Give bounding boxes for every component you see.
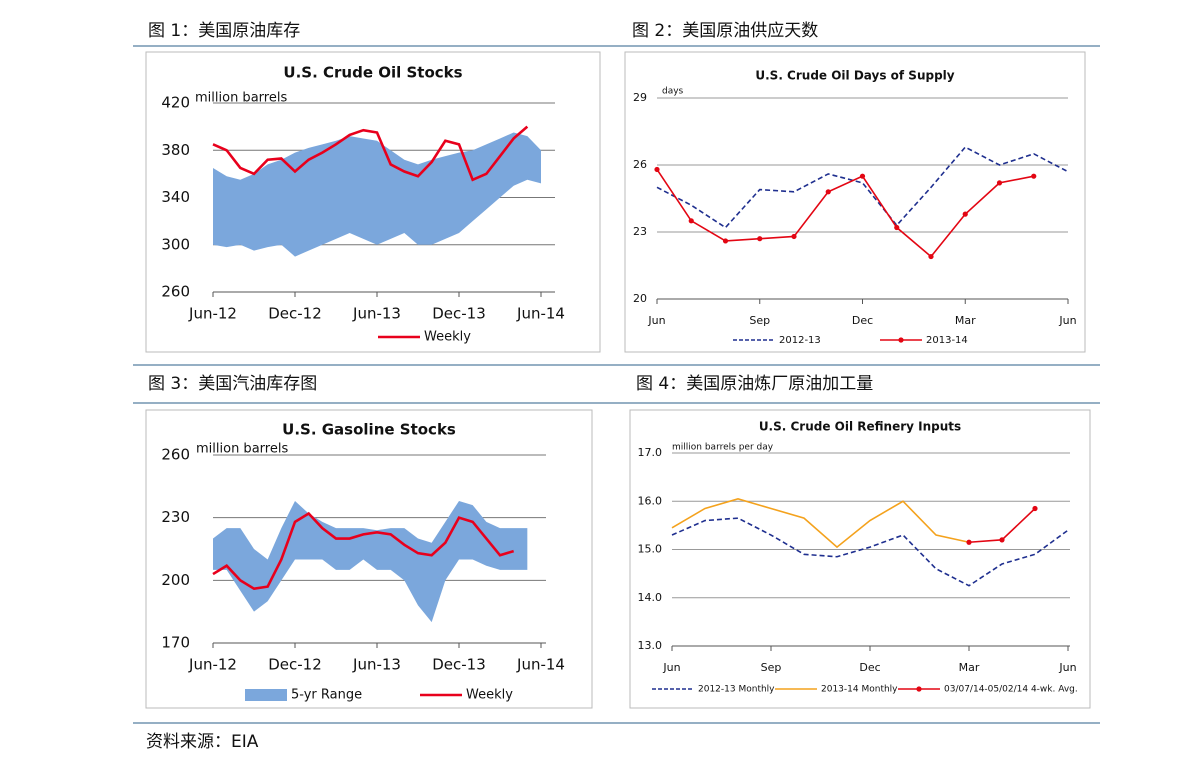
point [962, 211, 968, 217]
caption: 图 1：美国原油库存 [148, 21, 300, 41]
caption: 图 2：美国原油供应天数 [632, 21, 818, 41]
y-tick-label: 170 [161, 634, 190, 652]
x-tick-label: Jun-12 [188, 656, 237, 674]
series-line [671, 517, 1069, 587]
y-axis-title: million barrels [196, 442, 288, 457]
chart-title: U.S. Crude Oil Days of Supply [755, 69, 954, 83]
point [654, 166, 660, 173]
x-tick-label: Dec-13 [432, 305, 486, 323]
series-line [656, 146, 1069, 229]
y-tick-label: 16.0 [638, 494, 663, 507]
series-line [212, 125, 529, 182]
legend-label: Weekly [466, 688, 513, 703]
x-tick-label: Dec-12 [268, 305, 322, 323]
legend-label: 03/07/14-05/02/14 4-wk. Avg. [944, 685, 1078, 695]
legend-marker [916, 686, 922, 692]
y-tick-label: 15.0 [638, 543, 663, 556]
point [825, 189, 831, 195]
x-tick-label: Jun [1058, 314, 1076, 327]
y-tick-label: 300 [161, 235, 190, 253]
chart-frame [624, 51, 1086, 353]
y-axis-title: million barrels [195, 91, 287, 106]
x-tick-label: Jun [1058, 661, 1076, 674]
y-tick-label: 13.0 [638, 639, 663, 652]
y-tick-label: 260 [161, 283, 190, 301]
y-axis-title: million barrels per day [672, 443, 774, 453]
y-tick-label: 23 [633, 225, 647, 238]
caption: 图 4：美国原油炼厂原油加工量 [636, 374, 873, 394]
x-tick-label: Dec [859, 661, 880, 674]
point [722, 238, 729, 244]
x-tick-label: Mar [955, 314, 976, 327]
point [999, 537, 1005, 543]
legend-swatch [245, 689, 287, 701]
point [1031, 173, 1037, 179]
y-tick-label: 17.0 [638, 446, 663, 459]
y-tick-label: 14.0 [638, 591, 663, 604]
x-tick-label: Jun-14 [516, 656, 565, 674]
x-tick-label: Mar [959, 661, 980, 674]
chart-title: U.S. Gasoline Stocks [282, 421, 456, 439]
point [859, 173, 866, 179]
point [791, 233, 797, 240]
series-line [671, 498, 970, 549]
point [894, 224, 900, 231]
y-tick-label: 200 [161, 571, 190, 589]
legend-label: 2012-13 Monthly [698, 685, 775, 695]
y-tick-label: 420 [161, 94, 190, 112]
legend-marker [898, 337, 904, 343]
y-tick-label: 230 [161, 508, 190, 526]
x-tick-label: Dec [852, 314, 873, 327]
point [966, 539, 972, 545]
legend-label: 5-yr Range [291, 688, 362, 703]
y-tick-label: 380 [161, 141, 190, 159]
chart-title: U.S. Crude Oil Stocks [283, 64, 462, 82]
point [996, 180, 1003, 186]
x-tick-label: Jun-13 [352, 305, 401, 323]
point [757, 236, 763, 242]
y-tick-label: 340 [161, 188, 190, 206]
y-tick-label: 20 [633, 292, 647, 305]
point [1032, 505, 1038, 512]
legend-label: 2013-14 Monthly [821, 685, 898, 695]
x-tick-label: Jun [662, 661, 680, 674]
x-tick-label: Sep [761, 661, 782, 674]
series-line [656, 169, 1034, 258]
point [688, 218, 694, 224]
chart-title: U.S. Crude Oil Refinery Inputs [759, 420, 961, 434]
x-tick-label: Jun-12 [188, 305, 237, 323]
point [928, 253, 934, 260]
x-tick-label: Jun [647, 314, 665, 327]
legend-label: Weekly [424, 330, 471, 345]
x-tick-label: Jun-13 [352, 656, 401, 674]
series-line [212, 511, 515, 591]
x-tick-label: Dec-13 [432, 656, 486, 674]
legend-label: 2013-14 [926, 335, 968, 346]
y-tick-label: 260 [161, 446, 190, 464]
y-axis-title: days [662, 87, 684, 97]
y-tick-label: 26 [633, 158, 647, 171]
caption: 图 3：美国汽油库存图 [148, 374, 317, 394]
x-tick-label: Dec-12 [268, 656, 322, 674]
chart-frame [629, 409, 1091, 709]
range-band [213, 132, 541, 257]
y-tick-label: 29 [633, 91, 647, 104]
x-tick-label: Sep [749, 314, 770, 327]
legend-label: 2012-13 [779, 335, 821, 346]
source: 资料来源：EIA [146, 732, 259, 752]
x-tick-label: Jun-14 [516, 305, 565, 323]
